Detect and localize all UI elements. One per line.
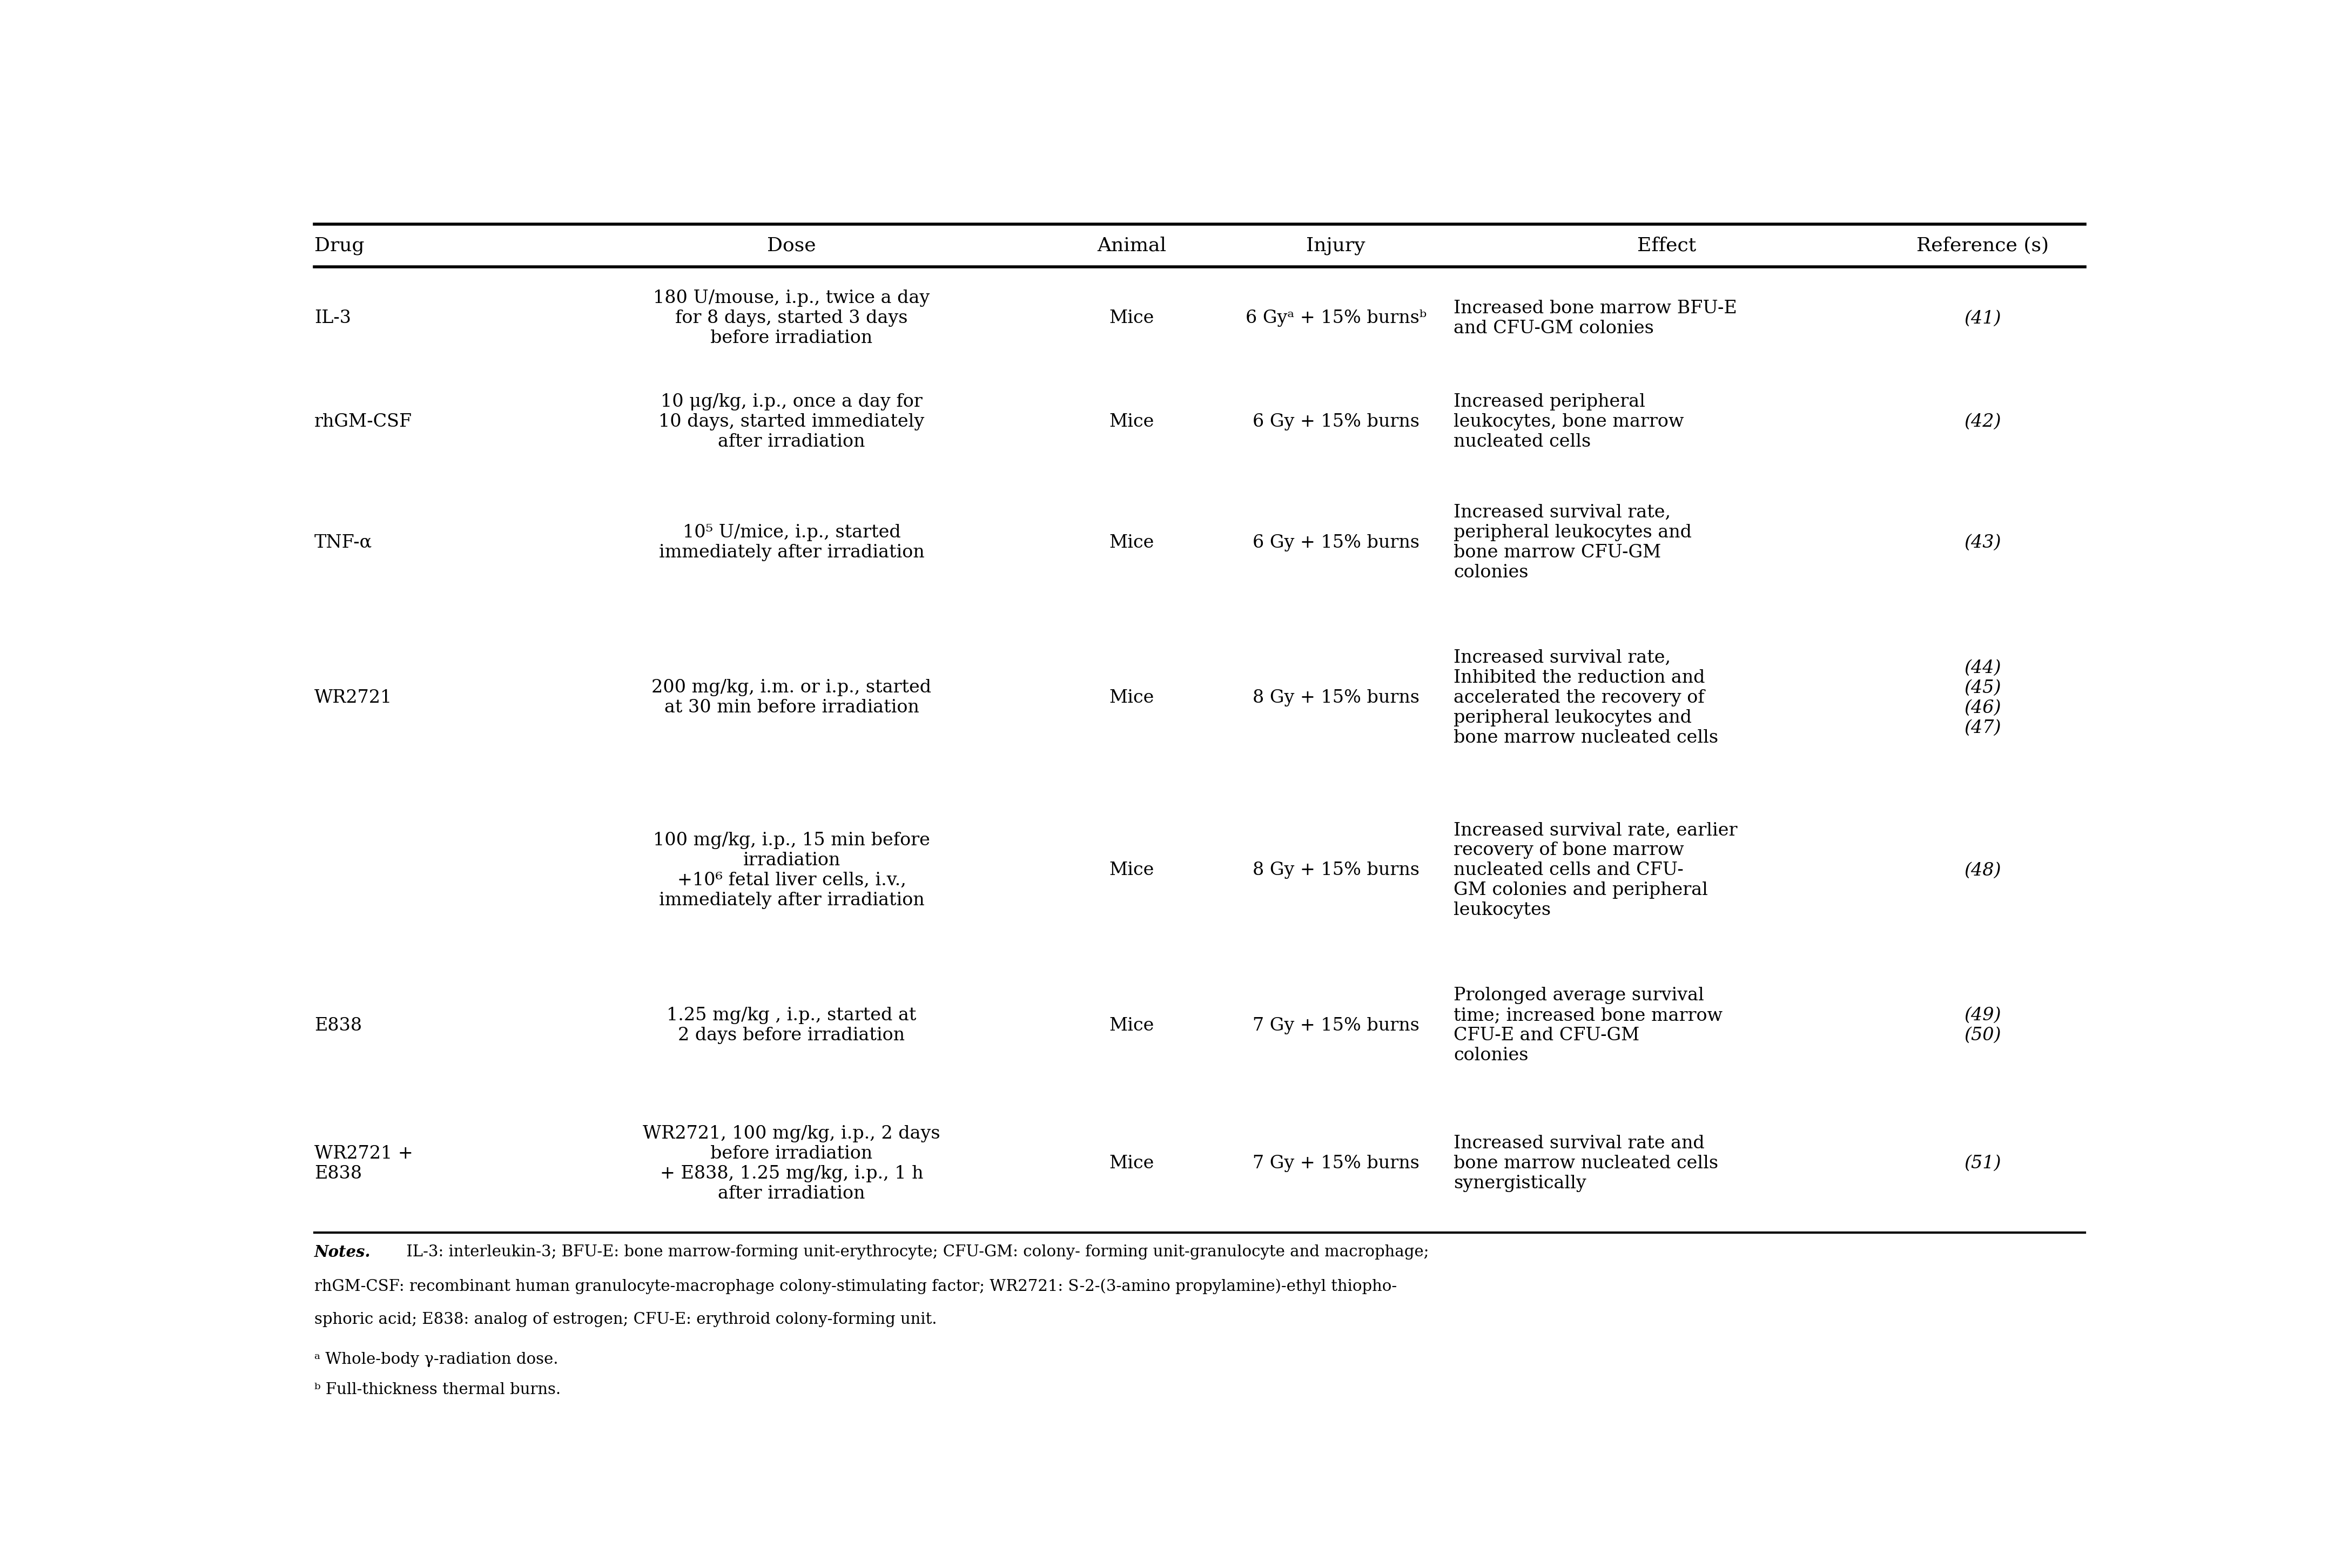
Text: Injury: Injury: [1306, 237, 1365, 254]
Text: Notes.: Notes.: [314, 1245, 370, 1261]
Text: 200 mg/kg, i.m. or i.p., started
at 30 min before irradiation: 200 mg/kg, i.m. or i.p., started at 30 m…: [651, 679, 932, 717]
Text: 8 Gy + 15% burns: 8 Gy + 15% burns: [1252, 690, 1419, 707]
Text: 100 mg/kg, i.p., 15 min before
irradiation
+10⁶ fetal liver cells, i.v.,
immedia: 100 mg/kg, i.p., 15 min before irradiati…: [653, 831, 929, 909]
Text: 6 Gy + 15% burns: 6 Gy + 15% burns: [1252, 414, 1419, 431]
Text: Increased peripheral
leukocytes, bone marrow
nucleated cells: Increased peripheral leukocytes, bone ma…: [1454, 394, 1683, 450]
Text: 7 Gy + 15% burns: 7 Gy + 15% burns: [1252, 1018, 1419, 1035]
Text: TNF-α: TNF-α: [314, 535, 372, 552]
Text: ᵇ Full-thickness thermal burns.: ᵇ Full-thickness thermal burns.: [314, 1383, 562, 1397]
Text: sphoric acid; E838: analog of estrogen; CFU-E: erythroid colony-forming unit.: sphoric acid; E838: analog of estrogen; …: [314, 1312, 936, 1328]
Text: 10 μg/kg, i.p., once a day for
10 days, started immediately
after irradiation: 10 μg/kg, i.p., once a day for 10 days, …: [658, 394, 925, 450]
Text: (48): (48): [1964, 862, 2002, 880]
Text: 1.25 mg/kg , i.p., started at
2 days before irradiation: 1.25 mg/kg , i.p., started at 2 days bef…: [667, 1007, 915, 1044]
Text: Mice: Mice: [1110, 310, 1154, 328]
Text: Increased survival rate,
Inhibited the reduction and
accelerated the recovery of: Increased survival rate, Inhibited the r…: [1454, 649, 1718, 746]
Text: (43): (43): [1964, 535, 2002, 552]
Text: ᵃ Whole-body γ-radiation dose.: ᵃ Whole-body γ-radiation dose.: [314, 1352, 557, 1367]
Text: Mice: Mice: [1110, 690, 1154, 707]
Text: Increased survival rate, earlier
recovery of bone marrow
nucleated cells and CFU: Increased survival rate, earlier recover…: [1454, 822, 1737, 919]
Text: Increased survival rate and
bone marrow nucleated cells
synergistically: Increased survival rate and bone marrow …: [1454, 1135, 1718, 1192]
Text: (42): (42): [1964, 414, 2002, 431]
Text: 7 Gy + 15% burns: 7 Gy + 15% burns: [1252, 1156, 1419, 1173]
Text: 180 U/mouse, i.p., twice a day
for 8 days, started 3 days
before irradiation: 180 U/mouse, i.p., twice a day for 8 day…: [653, 290, 929, 347]
Text: Mice: Mice: [1110, 535, 1154, 552]
Text: Effect: Effect: [1636, 237, 1697, 254]
Text: Increased survival rate,
peripheral leukocytes and
bone marrow CFU-GM
colonies: Increased survival rate, peripheral leuk…: [1454, 503, 1693, 582]
Text: Dose: Dose: [768, 237, 817, 254]
Text: Drug: Drug: [314, 237, 365, 254]
Text: 6 Gy + 15% burns: 6 Gy + 15% burns: [1252, 535, 1419, 552]
Text: Mice: Mice: [1110, 414, 1154, 431]
Text: Reference (s): Reference (s): [1917, 237, 2048, 254]
Text: Mice: Mice: [1110, 862, 1154, 880]
Text: rhGM-CSF: rhGM-CSF: [314, 414, 412, 431]
Text: 6 Gyᵃ + 15% burnsᵇ: 6 Gyᵃ + 15% burnsᵇ: [1245, 310, 1426, 328]
Text: (41): (41): [1964, 310, 2002, 328]
Text: Increased bone marrow BFU-E
and CFU-GM colonies: Increased bone marrow BFU-E and CFU-GM c…: [1454, 299, 1737, 337]
Text: Prolonged average survival
time; increased bone marrow
CFU-E and CFU-GM
colonies: Prolonged average survival time; increas…: [1454, 986, 1723, 1065]
Text: IL-3: interleukin-3; BFU-E: bone marrow-forming unit-erythrocyte; CFU-GM: colony: IL-3: interleukin-3; BFU-E: bone marrow-…: [403, 1245, 1428, 1259]
Text: (51): (51): [1964, 1156, 2002, 1173]
Text: Animal: Animal: [1098, 237, 1166, 254]
Text: Mice: Mice: [1110, 1018, 1154, 1035]
Text: WR2721 +
E838: WR2721 + E838: [314, 1145, 412, 1182]
Text: rhGM-CSF: recombinant human granulocyte-macrophage colony-stimulating factor; WR: rhGM-CSF: recombinant human granulocyte-…: [314, 1278, 1398, 1294]
Text: (44)
(45)
(46)
(47): (44) (45) (46) (47): [1964, 659, 2002, 737]
Text: Mice: Mice: [1110, 1156, 1154, 1173]
Text: 8 Gy + 15% burns: 8 Gy + 15% burns: [1252, 862, 1419, 880]
Text: (49)
(50): (49) (50): [1964, 1007, 2002, 1044]
Text: 10⁵ U/mice, i.p., started
immediately after irradiation: 10⁵ U/mice, i.p., started immediately af…: [658, 524, 925, 561]
Text: WR2721: WR2721: [314, 690, 393, 707]
Text: WR2721, 100 mg/kg, i.p., 2 days
before irradiation
+ E838, 1.25 mg/kg, i.p., 1 h: WR2721, 100 mg/kg, i.p., 2 days before i…: [644, 1124, 941, 1203]
Text: IL-3: IL-3: [314, 310, 351, 328]
Text: E838: E838: [314, 1018, 363, 1035]
